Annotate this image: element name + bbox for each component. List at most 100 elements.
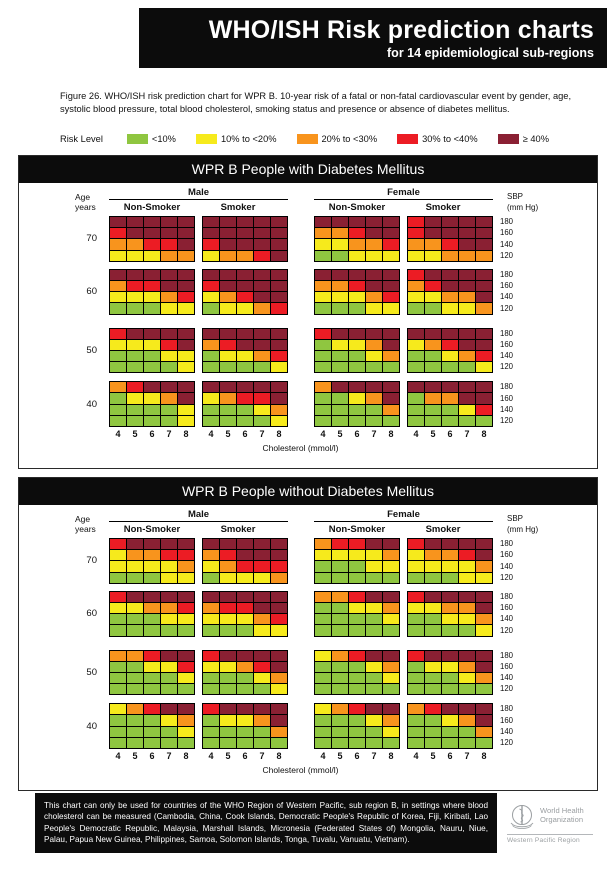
- header-bar: WHO/ISH Risk prediction charts for 14 ep…: [139, 8, 607, 68]
- risk-cell: [160, 601, 178, 615]
- risk-grid-male-smoker-age50: [202, 649, 288, 696]
- risk-cell: [424, 338, 442, 351]
- legend-item-D: ≥ 40%: [497, 134, 549, 144]
- risk-cell: [407, 414, 425, 428]
- risk-cell: [407, 571, 425, 584]
- risk-cell: [270, 560, 288, 573]
- risk-cell: [441, 703, 459, 716]
- risk-cell: [202, 683, 220, 696]
- risk-cell: [475, 238, 493, 251]
- risk-cell: [126, 725, 144, 738]
- cholesterol-tick-label: 4: [115, 429, 121, 439]
- footer: This chart can only be used for countrie…: [35, 793, 595, 854]
- risk-cell: [253, 590, 271, 603]
- age-axis-line2: years: [75, 202, 96, 213]
- cholesterol-tick-row: 4 5 6 7 8 4 5 6 7 8 4 5 6 7 8 4 5 6 7 8: [19, 429, 597, 439]
- risk-cell: [424, 624, 442, 637]
- sbp-tick-label: 120: [500, 416, 514, 425]
- risk-cell: [382, 381, 400, 394]
- risk-cell: [109, 291, 127, 304]
- risk-cell: [160, 403, 178, 416]
- sbp-tick-label: 140: [500, 292, 514, 302]
- risk-cell: [253, 601, 271, 615]
- cholesterol-ticks: 4 5 6 7 8: [109, 751, 195, 761]
- risk-cell: [109, 549, 127, 562]
- risk-cell: [109, 683, 127, 696]
- risk-cell: [143, 279, 161, 293]
- cholesterol-tick-label: 4: [320, 751, 326, 761]
- risk-grid-female-smoker-age70: [407, 537, 493, 584]
- risk-cell: [407, 671, 425, 685]
- risk-cell: [177, 215, 195, 229]
- spacer: [195, 429, 202, 439]
- cholesterol-tick-label: 7: [259, 429, 265, 439]
- risk-cell: [475, 392, 493, 405]
- risk-cell: [270, 227, 288, 240]
- risk-cell: [331, 381, 349, 394]
- risk-cell: [365, 649, 383, 662]
- risk-cell: [253, 649, 271, 662]
- risk-cell: [177, 714, 195, 727]
- sbp-tick-column: 180 160 140 120: [493, 703, 597, 749]
- risk-cell: [219, 725, 237, 738]
- risk-cell: [382, 624, 400, 637]
- risk-cell: [219, 279, 237, 293]
- cholesterol-tick-label: 4: [413, 751, 419, 761]
- spacer: [19, 751, 109, 761]
- sbp-tick-label: 160: [500, 228, 514, 238]
- risk-cell: [126, 381, 144, 394]
- risk-cell: [109, 537, 127, 551]
- risk-cell: [331, 660, 349, 673]
- risk-cell: [407, 683, 425, 696]
- risk-cell: [219, 601, 237, 615]
- legend-swatch-G: [126, 134, 148, 144]
- risk-cell: [253, 549, 271, 562]
- risk-cell: [314, 338, 332, 351]
- risk-cell: [202, 302, 220, 315]
- risk-cell: [441, 714, 459, 727]
- risk-cell: [202, 403, 220, 416]
- risk-cell: [160, 537, 178, 551]
- risk-cell: [109, 338, 127, 351]
- spacer: [288, 751, 314, 761]
- risk-cell: [219, 249, 237, 262]
- risk-cell: [331, 403, 349, 416]
- risk-cell: [202, 624, 220, 637]
- risk-cell: [314, 302, 332, 315]
- risk-cell: [475, 268, 493, 281]
- risk-cell: [458, 291, 476, 304]
- risk-cell: [331, 392, 349, 405]
- risk-cell: [143, 215, 161, 229]
- risk-cell: [126, 338, 144, 351]
- risk-cell: [177, 549, 195, 562]
- risk-cell: [219, 381, 237, 394]
- risk-cell: [202, 268, 220, 281]
- risk-cell: [253, 560, 271, 573]
- risk-cell: [314, 725, 332, 738]
- risk-cell: [143, 590, 161, 603]
- risk-cell: [236, 392, 254, 405]
- who-logo: World Health Organization Western Pacifi…: [507, 793, 593, 844]
- risk-grid-male-nonsmoker-age50: [109, 327, 195, 374]
- risk-cell: [458, 613, 476, 626]
- risk-cell: [475, 227, 493, 240]
- sbp-tick-label: 120: [500, 625, 514, 635]
- risk-cell: [202, 349, 220, 363]
- risk-cell: [314, 238, 332, 251]
- risk-cell: [407, 302, 425, 315]
- risk-cell: [202, 249, 220, 262]
- risk-cell: [314, 560, 332, 573]
- risk-cell: [143, 671, 161, 685]
- risk-cell: [407, 249, 425, 262]
- sbp-tick-column: 180 160 140 120: [493, 538, 597, 584]
- risk-cell: [441, 215, 459, 229]
- risk-cell: [365, 736, 383, 750]
- sbp-axis-line2: (mm Hg): [507, 524, 539, 534]
- gender-header: Male: [109, 509, 288, 522]
- risk-cell: [382, 238, 400, 251]
- smoking-header-row: Non-Smoker Smoker: [109, 202, 288, 213]
- risk-grid-female-smoker-age50: [407, 327, 493, 374]
- risk-cell: [424, 381, 442, 394]
- spacer: [288, 328, 314, 374]
- cholesterol-tick-label: 5: [132, 751, 138, 761]
